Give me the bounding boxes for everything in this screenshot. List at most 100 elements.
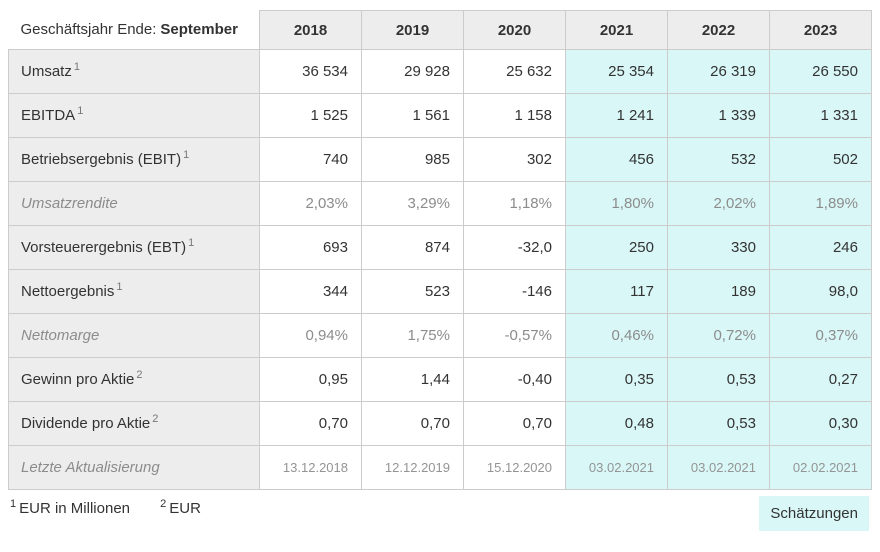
footnote-ref: 1 [188,237,195,249]
cell-2021: 1,80% [565,181,668,226]
table-body: Umsatz 1 36 534 29 928 25 632 25 354 26 319 26 … [8,49,872,490]
financials-table: Geschäftsjahr Ende: September 2018 2019 202… [8,10,872,490]
cell-2018: 740 [259,137,362,182]
cell-2023: 0,27 [769,357,872,402]
cell-2019: 1 561 [361,93,464,138]
cell-2018: 0,70 [259,401,362,446]
year-header-2019: 2019 [361,10,464,50]
cell-2018: 0,95 [259,357,362,402]
footnote-ref: 1 [116,281,123,293]
year-header-2022: 2022 [667,10,770,50]
cell-2020: 15.12.2020 [463,445,566,490]
cell-2021: 25 354 [565,49,668,94]
year-header-2020: 2020 [463,10,566,50]
row-label: Nettomarge [8,313,260,358]
cell-2019: 29 928 [361,49,464,94]
table-row: Nettomarge 0,94% 1,75% -0,57% 0,46% 0,72% 0,37… [8,313,872,358]
cell-2023: 246 [769,225,872,270]
cell-2022: 0,53 [667,357,770,402]
row-label: Dividende pro Aktie 2 [8,401,260,446]
row-label: Betriebsergebnis (EBIT) 1 [8,137,260,182]
cell-2022: 189 [667,269,770,314]
table-row: Letzte Aktualisierung 13.12.2018 12.12.201… [8,445,872,490]
row-label: Letzte Aktualisierung [8,445,260,490]
cell-2023: 02.02.2021 [769,445,872,490]
cell-2020: 302 [463,137,566,182]
cell-2019: 874 [361,225,464,270]
cell-2023: 502 [769,137,872,182]
row-label-text: Umsatz [21,63,72,80]
table-row: Dividende pro Aktie 2 0,70 0,70 0,70 0,48 0,53… [8,401,872,446]
cell-2020: 1 158 [463,93,566,138]
row-label-text: Betriebsergebnis (EBIT) [21,151,182,168]
table-row: Umsatzrendite 2,03% 3,29% 1,18% 1,80% 2,02% 1,… [8,181,872,226]
row-label-text: Vorsteuerergebnis (EBT) [21,239,187,256]
footnote-ref: 1 [183,149,190,161]
cell-2019: 985 [361,137,464,182]
cell-2018: 693 [259,225,362,270]
cell-2020: 0,70 [463,401,566,446]
year-header-2021: 2021 [565,10,668,50]
cell-2019: 12.12.2019 [361,445,464,490]
table-row: EBITDA 1 1 525 1 561 1 158 1 241 1 339 1 331 [8,93,872,138]
table-row: Gewinn pro Aktie 2 0,95 1,44 -0,40 0,35 0,53 0,… [8,357,872,402]
cell-2021: 250 [565,225,668,270]
footnote-eur-millions: 1 EUR in Millionen [10,499,130,518]
header-row: Geschäftsjahr Ende: September 2018 2019 202… [8,10,872,50]
cell-2019: 1,75% [361,313,464,358]
cell-2020: -0,57% [463,313,566,358]
footnote-text-2: EUR [169,500,201,517]
cell-2023: 26 550 [769,49,872,94]
table-row: Betriebsergebnis (EBIT) 1 740 985 302 456 532 5… [8,137,872,182]
row-label: Umsatzrendite [8,181,260,226]
row-label-text: Letzte Aktualisierung [21,459,160,476]
cell-2023: 0,37% [769,313,872,358]
cell-2022: 532 [667,137,770,182]
table-row: Nettoergebnis 1 344 523 -146 117 189 98,0 [8,269,872,314]
cell-2022: 1 339 [667,93,770,138]
cell-2023: 1,89% [769,181,872,226]
cell-2018: 0,94% [259,313,362,358]
cell-2021: 456 [565,137,668,182]
row-label-text: EBITDA [21,107,76,124]
cell-2021: 0,46% [565,313,668,358]
cell-2020: -32,0 [463,225,566,270]
row-label: EBITDA 1 [8,93,260,138]
estimates-legend-badge: Schätzungen [759,496,869,531]
footnote-eur: 2 EUR [160,498,201,518]
footnote-ref: 1 [73,61,80,73]
cell-2019: 523 [361,269,464,314]
row-label-text: Nettomarge [21,327,100,344]
cell-2022: 0,72% [667,313,770,358]
cell-2022: 26 319 [667,49,770,94]
cell-2018: 2,03% [259,181,362,226]
cell-2018: 1 525 [259,93,362,138]
row-label: Nettoergebnis 1 [8,269,260,314]
footnote-ref: 1 [77,105,84,117]
cell-2023: 98,0 [769,269,872,314]
row-label-text: Gewinn pro Aktie [21,371,135,388]
footnote-ref: 2 [152,413,159,425]
cell-2020: 25 632 [463,49,566,94]
cell-2020: -146 [463,269,566,314]
cell-2022: 2,02% [667,181,770,226]
cell-2021: 0,35 [565,357,668,402]
table-row: Vorsteuerergebnis (EBT) 1 693 874 -32,0 250 33… [8,225,872,270]
footnote-marker-2: 2 [160,498,167,510]
cell-2018: 344 [259,269,362,314]
cell-2021: 03.02.2021 [565,445,668,490]
cell-2021: 1 241 [565,93,668,138]
cell-2018: 36 534 [259,49,362,94]
row-label-text: Nettoergebnis [21,283,115,300]
row-label: Umsatz 1 [8,49,260,94]
cell-2022: 0,53 [667,401,770,446]
fiscal-year-header-cell: Geschäftsjahr Ende: September [8,10,260,50]
cell-2021: 117 [565,269,668,314]
cell-2023: 1 331 [769,93,872,138]
cell-2019: 0,70 [361,401,464,446]
cell-2019: 1,44 [361,357,464,402]
row-label-text: Umsatzrendite [21,195,118,212]
cell-2022: 330 [667,225,770,270]
table-row: Umsatz 1 36 534 29 928 25 632 25 354 26 319 26 … [8,49,872,94]
cell-2018: 13.12.2018 [259,445,362,490]
